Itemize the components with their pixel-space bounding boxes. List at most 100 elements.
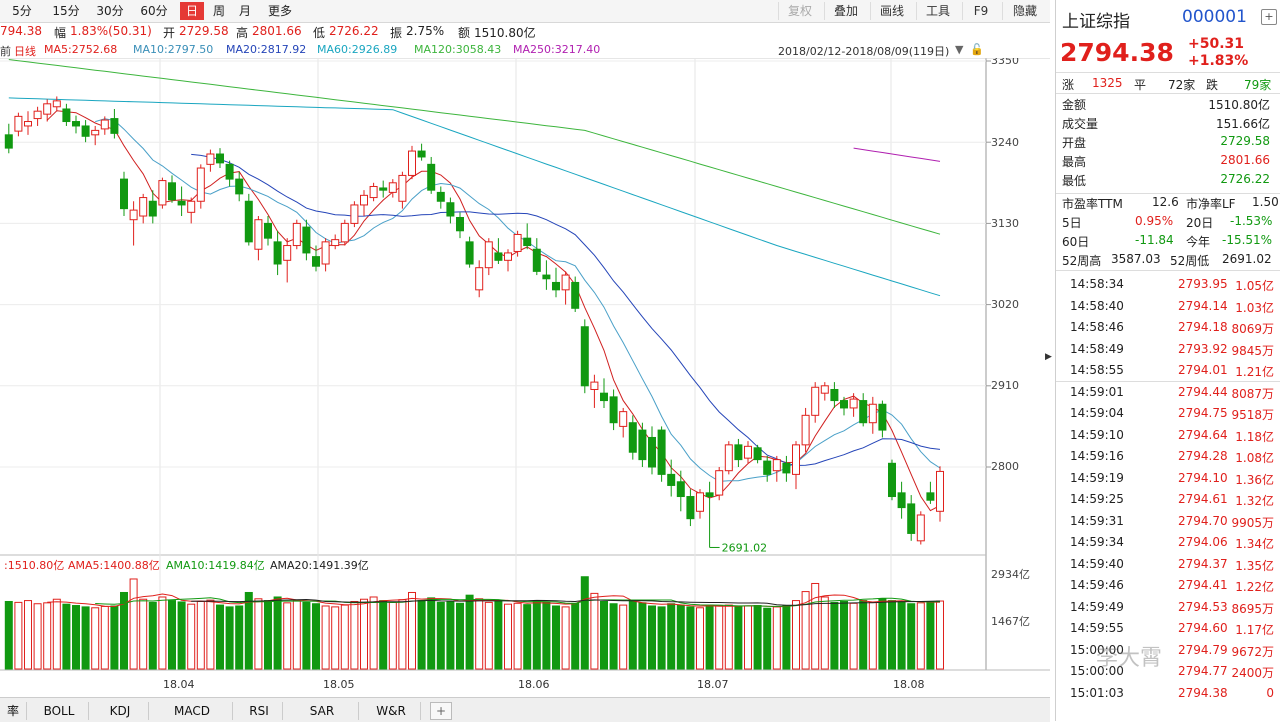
candle-body bbox=[100, 119, 109, 130]
candle-body bbox=[398, 174, 407, 202]
tick-volume: 1.34亿 bbox=[1235, 537, 1274, 551]
volume-bar bbox=[552, 605, 560, 670]
tick-row: 14:59:49 2794.53 8695万 bbox=[1056, 597, 1276, 618]
candle-body bbox=[52, 100, 61, 108]
candle-body bbox=[744, 445, 752, 459]
quote-high-label: 高 bbox=[236, 26, 249, 40]
tick-price: 2794.18 bbox=[1178, 320, 1228, 334]
tick-volume: 8695万 bbox=[1231, 601, 1274, 616]
period-5min[interactable]: 5分 bbox=[12, 4, 32, 18]
tick-row: 14:58:34 2793.95 1.05亿 bbox=[1056, 274, 1276, 295]
pb-label: 市净率LF bbox=[1186, 197, 1236, 211]
ma5-line bbox=[46, 110, 941, 512]
tick-time: 14:59:16 bbox=[1070, 449, 1124, 463]
volume-bar bbox=[888, 600, 896, 670]
draw-button[interactable]: 画线 bbox=[870, 2, 913, 20]
period-week[interactable]: 周 bbox=[212, 4, 225, 18]
volume-bar bbox=[763, 607, 772, 670]
tab-boll[interactable]: BOLL bbox=[30, 702, 89, 720]
volume-bar bbox=[657, 606, 666, 670]
volume-bar bbox=[542, 601, 551, 670]
tick-price: 2794.70 bbox=[1178, 513, 1228, 528]
tab-rsi[interactable]: RSI bbox=[236, 702, 283, 720]
volume-bar bbox=[264, 600, 272, 670]
vol-legend-ama20: AMA20:1491.39亿 bbox=[270, 559, 369, 572]
tab-wr[interactable]: W&R bbox=[362, 702, 421, 720]
hide-button[interactable]: 隐藏 bbox=[1002, 2, 1047, 20]
add-icon[interactable]: + bbox=[1261, 9, 1277, 25]
volume-bar bbox=[436, 601, 445, 670]
candle-body bbox=[628, 422, 637, 453]
tick-row: 14:59:04 2794.75 9518万 bbox=[1056, 403, 1276, 424]
volume-bar bbox=[24, 600, 32, 670]
volume-bar bbox=[840, 600, 848, 670]
tick-price: 2794.37 bbox=[1178, 556, 1228, 571]
stat-row: 成交量 151.66亿 bbox=[1056, 112, 1276, 133]
volume-bar bbox=[811, 582, 820, 670]
tick-time: 14:59:31 bbox=[1070, 513, 1124, 528]
candle-body bbox=[859, 400, 868, 424]
volume-bar bbox=[465, 594, 474, 670]
tick-row: 14:59:55 2794.60 1.17亿 bbox=[1056, 618, 1276, 639]
kline-chart[interactable]: 2691.02 :1510.80亿 AMA5:1400.88亿 AMA10:14… bbox=[0, 58, 1050, 696]
chevron-down-icon[interactable]: ▼ bbox=[955, 43, 964, 56]
candle-body bbox=[24, 121, 32, 127]
volume-bar bbox=[830, 601, 839, 670]
volume-bar bbox=[772, 606, 781, 670]
volume-bar bbox=[523, 604, 532, 670]
candle-body bbox=[840, 400, 848, 409]
period-30min[interactable]: 30分 bbox=[96, 4, 124, 18]
tick-volume: 9518万 bbox=[1231, 408, 1274, 422]
volume-bar bbox=[801, 591, 810, 670]
tab-macd[interactable]: MACD bbox=[152, 702, 233, 720]
tab-sar[interactable]: SAR bbox=[286, 702, 359, 720]
quote-open: 2729.58 bbox=[179, 24, 229, 38]
candle-body bbox=[676, 481, 685, 498]
tick-volume: 1.17亿 bbox=[1235, 623, 1274, 637]
panel-toggle-icon[interactable]: ▶ bbox=[1045, 352, 1052, 362]
candle-body bbox=[158, 180, 167, 206]
period-month[interactable]: 月 bbox=[238, 4, 251, 18]
pe-value: 12.6 bbox=[1152, 195, 1179, 209]
period-60min[interactable]: 60分 bbox=[140, 4, 168, 18]
tick-time: 15:00:00 bbox=[1070, 642, 1124, 657]
tab-ratio[interactable]: 率 bbox=[0, 702, 27, 720]
tick-price: 2794.38 bbox=[1178, 685, 1228, 700]
overlay-button[interactable]: 叠加 bbox=[824, 2, 867, 20]
adjust-button[interactable]: 复权 bbox=[778, 2, 821, 20]
tab-kdj[interactable]: KDJ bbox=[92, 702, 149, 720]
d60-value: -11.84 bbox=[1135, 233, 1174, 247]
tick-time: 14:59:55 bbox=[1070, 621, 1124, 635]
candle-body bbox=[369, 185, 378, 199]
f9-button[interactable]: F9 bbox=[962, 2, 999, 20]
add-tab-icon[interactable]: + bbox=[430, 702, 452, 720]
tools-button[interactable]: 工具 bbox=[916, 2, 959, 20]
candle-body bbox=[110, 118, 119, 134]
candle-body bbox=[724, 444, 733, 472]
tick-row: 14:59:19 2794.10 1.36亿 bbox=[1056, 468, 1276, 489]
candle-body bbox=[590, 381, 599, 390]
tick-price: 2794.53 bbox=[1178, 599, 1228, 614]
candle-body bbox=[225, 163, 234, 180]
volume-bar bbox=[859, 600, 868, 670]
lock-icon[interactable]: 🔓 bbox=[970, 43, 984, 56]
tick-price: 2794.77 bbox=[1178, 664, 1228, 678]
tick-time: 14:59:49 bbox=[1070, 599, 1124, 614]
stat-row: 最低 2726.22 bbox=[1056, 169, 1276, 190]
candle-body bbox=[436, 191, 445, 202]
candle-body bbox=[129, 209, 138, 221]
period-15min[interactable]: 15分 bbox=[52, 4, 80, 18]
candle-body bbox=[379, 187, 388, 191]
period-more[interactable]: 更多 bbox=[267, 4, 292, 18]
chart-grid bbox=[0, 58, 1050, 671]
volume-bar bbox=[600, 600, 608, 670]
tick-price: 2794.64 bbox=[1178, 427, 1228, 442]
volume-bar bbox=[72, 605, 80, 670]
period-day[interactable]: 日 bbox=[180, 2, 204, 20]
tick-volume: 1.05亿 bbox=[1235, 279, 1274, 293]
tick-time: 14:59:25 bbox=[1070, 492, 1124, 506]
volume-bar bbox=[475, 598, 484, 670]
vol-legend-vol: :1510.80亿 bbox=[4, 559, 64, 572]
volume-bar bbox=[513, 602, 522, 670]
quote-price: 794.38 bbox=[0, 24, 42, 38]
